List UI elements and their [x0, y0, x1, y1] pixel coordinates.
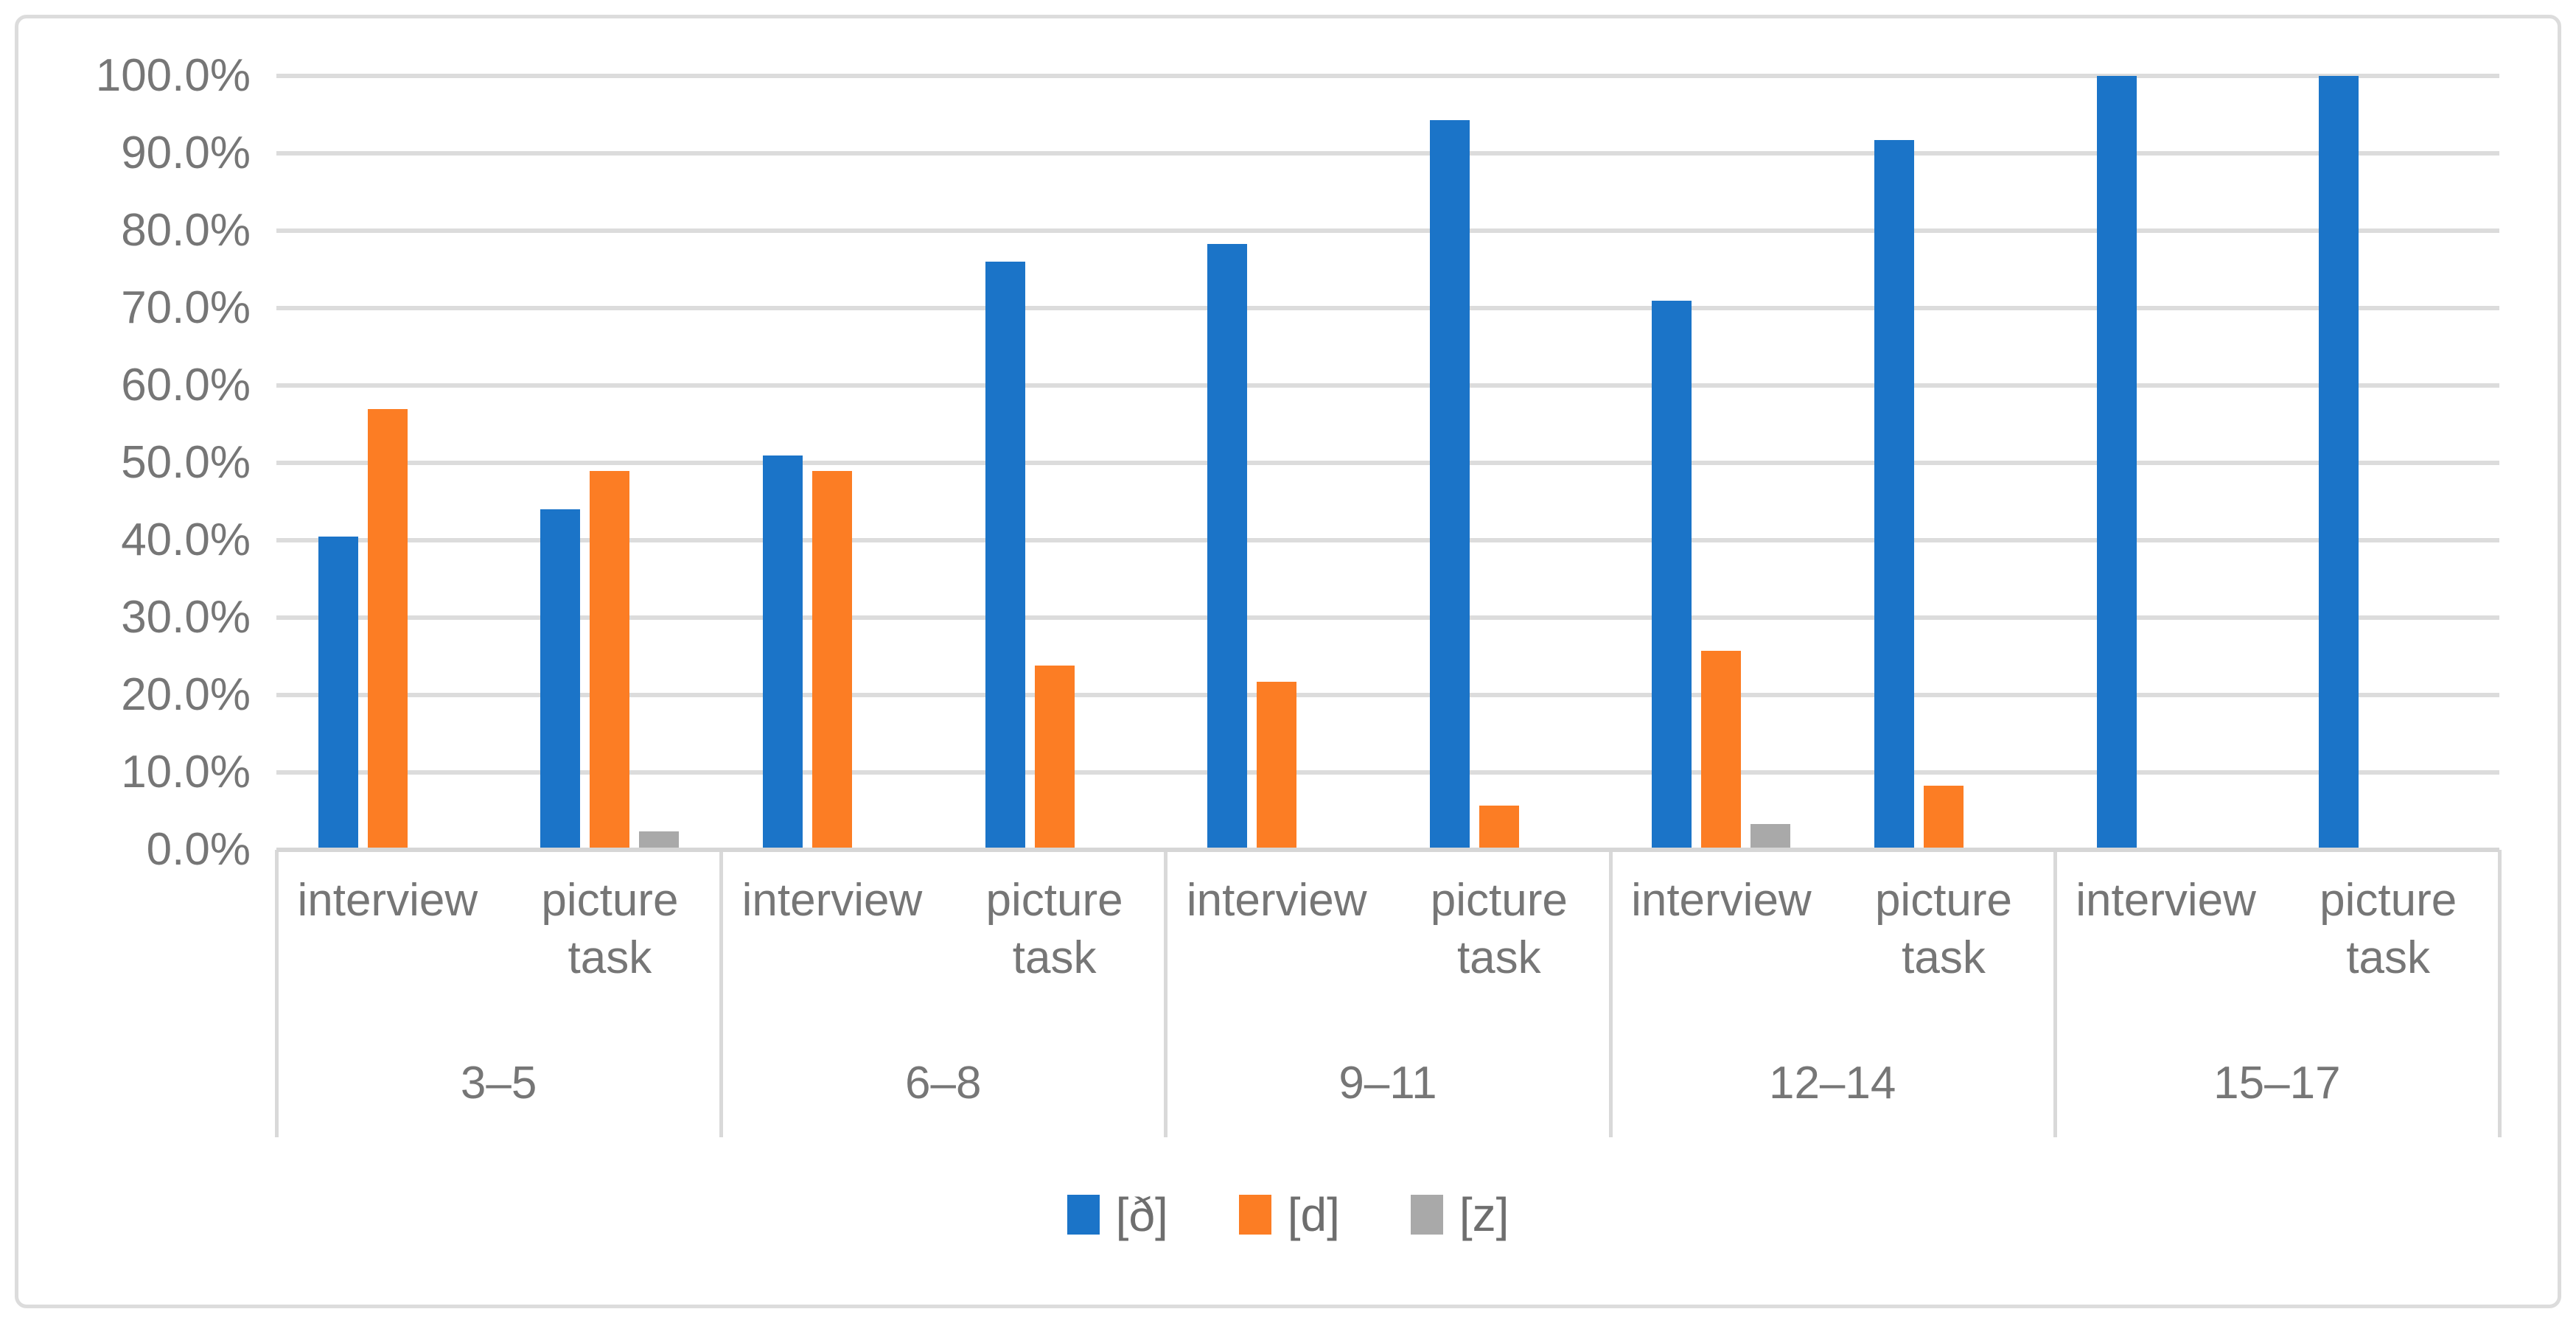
gridline — [276, 538, 2499, 542]
x-axis-group-separator — [719, 850, 724, 1137]
x-axis-category-label: interview — [1186, 875, 1367, 926]
y-axis-tick-label: 10.0% — [121, 747, 251, 797]
bar-[ð]-interview — [318, 536, 358, 850]
x-axis-line — [276, 848, 2499, 852]
x-axis-group-label: 12–14 — [1768, 1057, 1896, 1109]
x-axis-category-label: interview — [2076, 875, 2256, 926]
x-axis-category-label: picture task — [1874, 875, 2013, 983]
bar-cluster — [1388, 76, 1610, 850]
y-axis-tick-label: 60.0% — [121, 360, 251, 411]
legend-label: [d] — [1287, 1188, 1340, 1241]
x-axis-category-label: picture task — [2320, 875, 2457, 983]
legend-label: [z] — [1459, 1188, 1509, 1241]
gridline — [276, 151, 2499, 156]
bar-cluster — [276, 76, 499, 850]
legend-swatch-icon — [1238, 1195, 1271, 1235]
bar-[d]-interview — [1257, 682, 1297, 850]
legend-item-[z]: [z] — [1410, 1188, 1509, 1241]
bar-[z]-interview — [1751, 824, 1791, 850]
y-axis-tick-label: 70.0% — [121, 282, 251, 333]
x-axis-category-label: interview — [1631, 875, 1812, 926]
y-axis-tick-label: 40.0% — [121, 514, 251, 565]
bar-cluster — [943, 76, 1166, 850]
bar-[d]-picture-task — [1923, 785, 1964, 850]
gridline — [276, 228, 2499, 233]
gridline — [276, 461, 2499, 465]
bar-[ð]-interview — [1207, 243, 1248, 850]
bar-[ð]-picture-task — [540, 509, 581, 850]
gridline — [276, 615, 2499, 620]
bar-[ð]-interview — [762, 455, 803, 850]
legend-item-[d]: [d] — [1238, 1188, 1340, 1241]
bar-[ð]-picture-task — [985, 262, 1025, 850]
y-axis-tick-label: 50.0% — [121, 437, 251, 488]
legend-label: [ð] — [1115, 1188, 1168, 1241]
bar-[ð]-picture-task — [2319, 76, 2359, 850]
y-axis-tick-label: 100.0% — [95, 50, 251, 101]
x-axis-category-label: picture task — [541, 875, 679, 983]
bar-cluster — [2055, 76, 2277, 850]
bar-[d]-interview — [367, 408, 408, 850]
gridline — [276, 306, 2499, 310]
y-axis-tick-label: 0.0% — [146, 824, 251, 875]
gridline — [276, 770, 2499, 775]
bar-[ð]-picture-task — [1429, 119, 1470, 850]
bar-cluster — [721, 76, 943, 850]
bar-[d]-interview — [1701, 651, 1742, 850]
x-axis-group-label: 9–11 — [1338, 1057, 1437, 1109]
bar-cluster — [1832, 76, 2055, 850]
x-axis-category-label: interview — [741, 875, 923, 926]
legend-swatch-icon — [1067, 1195, 1100, 1235]
y-axis-tick-label: 20.0% — [121, 669, 251, 720]
bar-[ð]-interview — [2096, 76, 2137, 850]
gridline — [276, 74, 2499, 78]
bar-cluster — [499, 76, 722, 850]
bar-[d]-picture-task — [590, 470, 630, 850]
x-axis-group-label: 3–5 — [460, 1057, 537, 1109]
x-axis-category-label: picture task — [985, 875, 1123, 983]
x-axis-group-separator — [1164, 850, 1168, 1137]
bar-cluster — [2277, 76, 2499, 850]
y-axis-tick-label: 90.0% — [121, 128, 251, 178]
bar-cluster — [1610, 76, 1833, 850]
gridline — [276, 693, 2499, 697]
x-axis-group-separator — [2498, 850, 2502, 1137]
bar-[ð]-picture-task — [1874, 140, 1914, 850]
plot-area — [276, 74, 2499, 852]
legend: [ð] [d] [z] — [0, 1170, 2576, 1259]
x-axis-group-separator — [1608, 850, 1613, 1137]
bar-[ð]-interview — [1652, 300, 1692, 850]
bar-[d]-picture-task — [1479, 806, 1519, 850]
x-axis-category-label: interview — [297, 875, 478, 926]
legend-swatch-icon — [1410, 1195, 1443, 1235]
y-axis-tick-label: 80.0% — [121, 205, 251, 256]
bar-[z]-picture-task — [639, 831, 680, 850]
x-axis-group-separator — [2053, 850, 2057, 1137]
legend-item-[ð]: [ð] — [1067, 1191, 1168, 1238]
x-axis-category-label: picture task — [1430, 875, 1568, 983]
x-axis-group-separator — [275, 850, 279, 1137]
gridline — [276, 383, 2499, 388]
bar-[d]-interview — [811, 470, 852, 850]
bar-cluster — [1165, 76, 1388, 850]
x-axis-group-label: 6–8 — [905, 1057, 982, 1109]
bar-[d]-picture-task — [1034, 666, 1075, 850]
x-axis-group-label: 15–17 — [2213, 1057, 2341, 1109]
figure-border — [15, 15, 2561, 1308]
y-axis-tick-label: 30.0% — [121, 592, 251, 643]
